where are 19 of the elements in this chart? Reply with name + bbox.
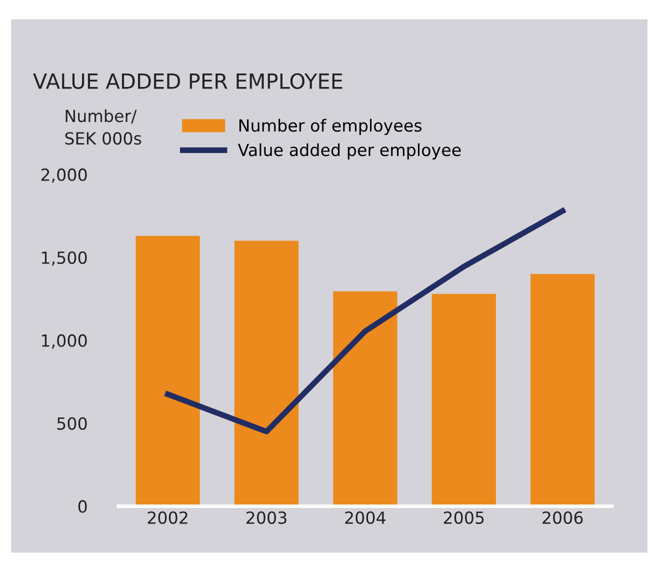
legend-label: Value added per employee (238, 143, 461, 160)
y-tick-label: 0 (78, 500, 87, 513)
bar (234, 240, 299, 506)
bar (530, 274, 595, 506)
y-axis-title: Number/ SEK 000s (65, 109, 142, 145)
y-tick-label: 2,000 (41, 168, 87, 183)
legend-label: Number of employees (239, 118, 422, 135)
chart-title: VALUE ADDED PER EMPLOYEE (33, 73, 342, 89)
x-tick-label: 2004 (345, 511, 386, 524)
x-tick-label: 2005 (444, 511, 484, 524)
x-tick-label: 2003 (246, 511, 286, 524)
x-tick-label: 2006 (542, 511, 583, 524)
y-tick-label: 1,000 (42, 334, 87, 349)
y-tick-label: 500 (57, 417, 87, 430)
bar (432, 294, 496, 506)
x-tick-label: 2002 (148, 511, 188, 524)
bar (333, 291, 398, 506)
bar (136, 236, 200, 506)
y-tick-label: 1,500 (42, 251, 87, 266)
